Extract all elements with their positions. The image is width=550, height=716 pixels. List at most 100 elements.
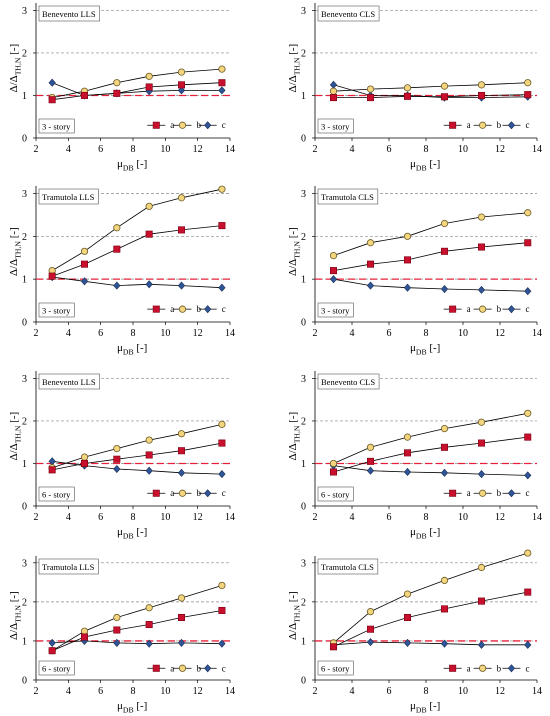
data-point-c xyxy=(113,281,121,290)
data-point-a xyxy=(366,625,374,633)
x-axis-label: μDB [-] xyxy=(410,526,440,540)
data-point-c xyxy=(80,277,89,286)
x-tick-label: 8 xyxy=(131,686,136,697)
x-tick-label: 10 xyxy=(458,144,468,155)
legend-label-c: c xyxy=(222,304,226,314)
x-tick-label: 8 xyxy=(424,328,429,339)
data-point-b xyxy=(366,85,375,93)
y-axis-label: Δ/ΔTH,N [-] xyxy=(287,591,301,640)
x-tick-label: 10 xyxy=(160,512,170,523)
x-tick-label: 12 xyxy=(495,686,505,697)
legend-marker-b xyxy=(479,664,487,672)
story-label-box xyxy=(38,302,75,318)
data-point-c xyxy=(177,638,186,647)
data-point-a xyxy=(145,451,153,459)
y-tick-label: 3 xyxy=(301,558,306,569)
series-line-a xyxy=(52,82,222,101)
y-axis-label: Δ/ΔTH,N [-] xyxy=(8,412,22,461)
story-label-box xyxy=(38,660,75,676)
x-tick-label: 14 xyxy=(225,328,235,339)
legend-marker-c xyxy=(507,664,516,673)
y-tick-label: 0 xyxy=(22,676,27,687)
story-label: 6 - story xyxy=(321,664,350,674)
data-point-a xyxy=(145,230,153,238)
chart-title: Benevento LLS xyxy=(42,9,96,19)
data-point-a xyxy=(403,256,411,264)
legend-marker-a xyxy=(449,489,457,497)
chart-title-box xyxy=(38,5,100,22)
chart-title-box xyxy=(38,558,99,575)
series-line-b xyxy=(333,412,528,464)
x-tick-label: 10 xyxy=(160,686,170,697)
series-line-c xyxy=(333,641,528,646)
legend-marker-c xyxy=(204,664,212,673)
legend-marker-a xyxy=(449,121,457,129)
legend-label-b: b xyxy=(497,120,502,130)
story-label: 6 - story xyxy=(321,490,350,500)
x-tick-label: 8 xyxy=(424,686,429,697)
series-line-c xyxy=(52,640,222,645)
data-point-c xyxy=(218,86,226,95)
chart-title: Tramutola LLS xyxy=(42,192,95,202)
data-point-b xyxy=(477,81,486,89)
data-point-a xyxy=(178,614,186,622)
data-point-c xyxy=(329,275,338,284)
legend-marker-b xyxy=(178,305,187,313)
data-point-b xyxy=(524,209,532,217)
data-point-a xyxy=(403,449,411,457)
chart-title: Benevento CLS xyxy=(321,9,375,19)
data-point-b xyxy=(329,87,338,95)
series-line-b xyxy=(333,212,528,256)
y-tick-label: 1 xyxy=(22,459,27,470)
x-tick-label: 10 xyxy=(160,144,170,155)
story-label: 3 - story xyxy=(42,306,71,316)
data-point-c xyxy=(366,466,375,475)
y-axis-label: Δ/ΔTH,N [-] xyxy=(8,44,22,93)
x-axis-label: μDB [-] xyxy=(117,526,147,540)
legend-marker-b xyxy=(178,121,187,129)
data-point-b xyxy=(329,251,338,260)
legend-label-b: b xyxy=(497,663,502,673)
x-tick-label: 4 xyxy=(350,686,355,697)
x-tick-label: 8 xyxy=(131,512,136,523)
story-label: 6 - story xyxy=(42,664,71,674)
data-point-b xyxy=(177,194,186,202)
x-tick-label: 6 xyxy=(387,144,392,155)
x-tick-label: 12 xyxy=(495,512,505,523)
x-tick-label: 14 xyxy=(532,512,542,523)
y-tick-label: 2 xyxy=(301,416,306,427)
data-point-b xyxy=(145,604,153,612)
story-label: 3 - story xyxy=(42,122,71,132)
story-label-box xyxy=(317,486,354,502)
chart-title-box xyxy=(317,373,380,390)
x-tick-label: 2 xyxy=(34,512,39,523)
data-point-b xyxy=(440,219,449,228)
story-label-box xyxy=(38,118,75,134)
data-point-b xyxy=(477,418,486,426)
legend-marker-c xyxy=(507,305,516,314)
data-point-c xyxy=(403,638,412,647)
x-tick-label: 2 xyxy=(34,686,39,697)
data-point-a xyxy=(48,96,56,104)
data-point-c xyxy=(477,640,486,649)
data-point-b xyxy=(113,444,121,453)
data-point-a xyxy=(48,466,56,474)
data-point-a xyxy=(81,91,89,99)
data-point-a xyxy=(48,272,56,280)
data-point-b xyxy=(440,576,449,584)
data-point-a xyxy=(477,91,485,99)
y-tick-label: 2 xyxy=(301,232,306,243)
data-point-b xyxy=(218,581,226,590)
data-point-b xyxy=(145,436,153,444)
data-point-b xyxy=(145,202,153,210)
x-tick-label: 2 xyxy=(313,328,318,339)
data-point-b xyxy=(366,239,375,247)
x-tick-label: 2 xyxy=(313,144,318,155)
y-tick-label: 1 xyxy=(301,91,306,102)
data-point-c xyxy=(113,464,121,474)
legend-marker-a xyxy=(449,305,457,313)
story-label-box xyxy=(317,302,354,318)
data-point-b xyxy=(477,563,486,572)
series-line-a xyxy=(333,242,528,271)
